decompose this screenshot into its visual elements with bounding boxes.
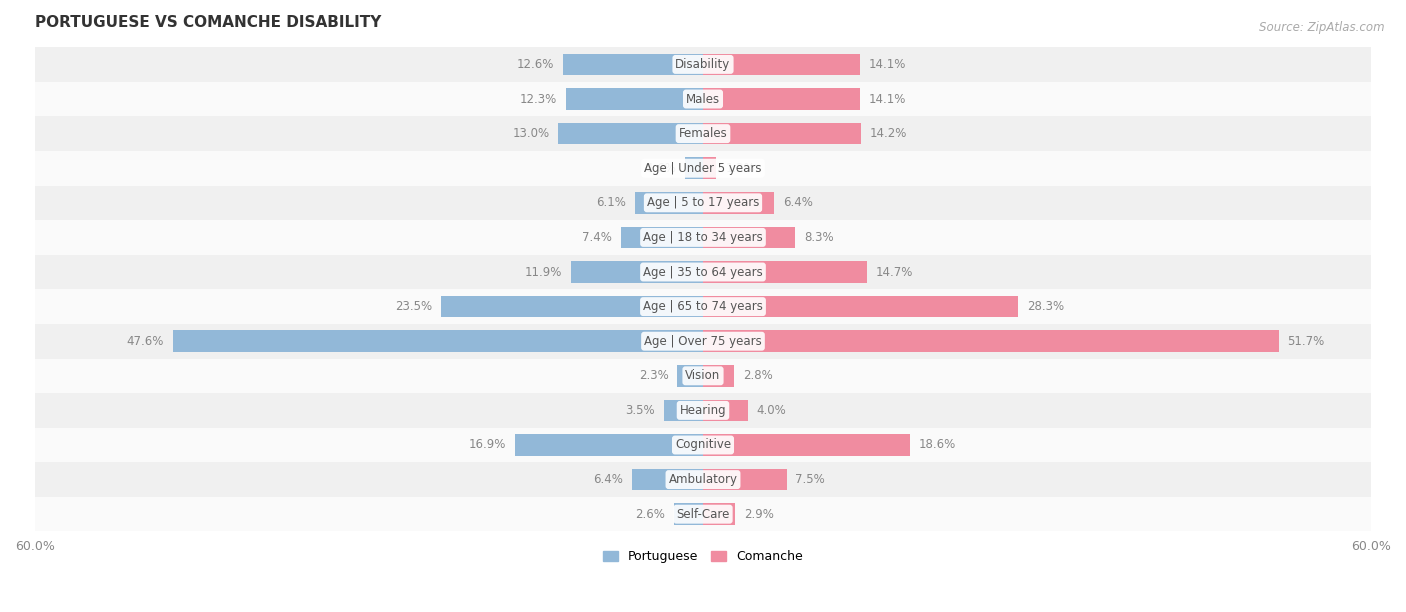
Text: 1.2%: 1.2% — [725, 162, 755, 174]
Bar — [35, 255, 1371, 289]
Text: Age | 5 to 17 years: Age | 5 to 17 years — [647, 196, 759, 209]
Bar — [571, 261, 703, 283]
Bar — [35, 220, 1371, 255]
Bar — [673, 504, 703, 525]
Bar — [562, 54, 703, 75]
Bar — [35, 47, 1371, 82]
Text: 8.3%: 8.3% — [804, 231, 834, 244]
Text: 2.3%: 2.3% — [638, 369, 668, 382]
Text: 28.3%: 28.3% — [1026, 300, 1064, 313]
Text: 6.1%: 6.1% — [596, 196, 626, 209]
Bar — [35, 359, 1371, 393]
Text: 2.6%: 2.6% — [636, 508, 665, 521]
Bar — [664, 400, 703, 421]
Bar — [703, 157, 717, 179]
Text: 1.6%: 1.6% — [647, 162, 676, 174]
Bar — [685, 157, 703, 179]
Text: Cognitive: Cognitive — [675, 438, 731, 452]
Text: 12.3%: 12.3% — [520, 92, 557, 105]
Bar — [703, 261, 866, 283]
Text: 51.7%: 51.7% — [1288, 335, 1324, 348]
Text: 12.6%: 12.6% — [516, 58, 554, 71]
Text: 6.4%: 6.4% — [783, 196, 813, 209]
Text: Age | 18 to 34 years: Age | 18 to 34 years — [643, 231, 763, 244]
Bar — [558, 123, 703, 144]
Bar — [703, 435, 910, 456]
Bar — [678, 365, 703, 387]
Text: 3.5%: 3.5% — [626, 404, 655, 417]
Bar — [35, 428, 1371, 462]
Bar — [35, 289, 1371, 324]
Text: 14.1%: 14.1% — [869, 92, 907, 105]
Text: Males: Males — [686, 92, 720, 105]
Text: 7.5%: 7.5% — [796, 473, 825, 486]
Bar — [515, 435, 703, 456]
Bar — [35, 462, 1371, 497]
Bar — [703, 88, 860, 110]
Bar — [567, 88, 703, 110]
Text: Age | 65 to 74 years: Age | 65 to 74 years — [643, 300, 763, 313]
Bar — [703, 54, 860, 75]
Bar — [703, 400, 748, 421]
Text: 18.6%: 18.6% — [920, 438, 956, 452]
Legend: Portuguese, Comanche: Portuguese, Comanche — [598, 545, 808, 568]
Bar — [703, 226, 796, 248]
Text: 13.0%: 13.0% — [512, 127, 550, 140]
Bar — [441, 296, 703, 318]
Text: Source: ZipAtlas.com: Source: ZipAtlas.com — [1260, 21, 1385, 34]
Text: 23.5%: 23.5% — [395, 300, 433, 313]
Text: 2.9%: 2.9% — [744, 508, 775, 521]
Bar — [35, 185, 1371, 220]
Bar — [35, 324, 1371, 359]
Bar — [35, 497, 1371, 531]
Bar — [703, 123, 860, 144]
Text: PORTUGUESE VS COMANCHE DISABILITY: PORTUGUESE VS COMANCHE DISABILITY — [35, 15, 381, 30]
Text: Vision: Vision — [685, 369, 721, 382]
Text: Age | Over 75 years: Age | Over 75 years — [644, 335, 762, 348]
Text: 11.9%: 11.9% — [524, 266, 561, 278]
Text: Age | Under 5 years: Age | Under 5 years — [644, 162, 762, 174]
Text: Ambulatory: Ambulatory — [668, 473, 738, 486]
Text: 4.0%: 4.0% — [756, 404, 786, 417]
Text: 47.6%: 47.6% — [127, 335, 165, 348]
Bar — [703, 469, 786, 490]
Bar — [703, 296, 1018, 318]
Bar — [703, 330, 1278, 352]
Bar — [35, 151, 1371, 185]
Text: 14.2%: 14.2% — [870, 127, 907, 140]
Text: Females: Females — [679, 127, 727, 140]
Bar — [703, 504, 735, 525]
Bar — [636, 192, 703, 214]
Text: Age | 35 to 64 years: Age | 35 to 64 years — [643, 266, 763, 278]
Bar — [35, 393, 1371, 428]
Text: 6.4%: 6.4% — [593, 473, 623, 486]
Bar — [173, 330, 703, 352]
Text: 2.8%: 2.8% — [744, 369, 773, 382]
Text: Self-Care: Self-Care — [676, 508, 730, 521]
Text: 16.9%: 16.9% — [468, 438, 506, 452]
Bar — [35, 116, 1371, 151]
Text: 7.4%: 7.4% — [582, 231, 612, 244]
Bar — [620, 226, 703, 248]
Text: Disability: Disability — [675, 58, 731, 71]
Bar — [703, 192, 775, 214]
Text: 14.7%: 14.7% — [876, 266, 912, 278]
Bar — [631, 469, 703, 490]
Bar — [35, 82, 1371, 116]
Text: 14.1%: 14.1% — [869, 58, 907, 71]
Bar — [703, 365, 734, 387]
Text: Hearing: Hearing — [679, 404, 727, 417]
